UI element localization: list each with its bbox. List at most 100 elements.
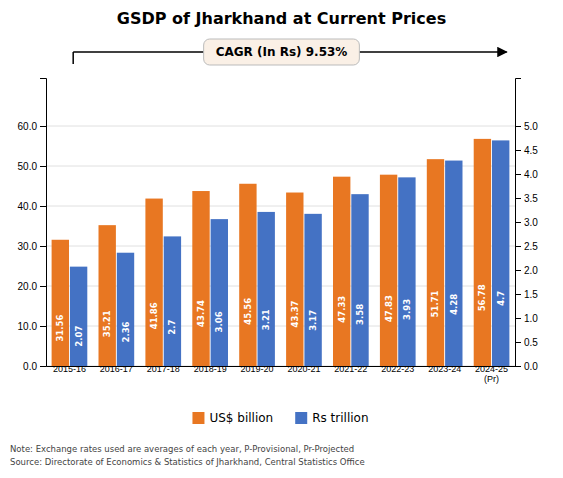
y-tick-label: 20.0 (18, 281, 38, 292)
x-tick-label-line: 2024-25 (475, 364, 508, 374)
tick: 3.5 (515, 193, 538, 204)
bar (145, 199, 162, 366)
tick-mark (515, 318, 521, 319)
legend-label: US$ billion (209, 411, 273, 425)
tick: 50.0 (18, 161, 46, 172)
bar (192, 191, 209, 366)
tick: 4.5 (515, 145, 538, 156)
bar (164, 236, 181, 366)
tick: 2021-22 (334, 364, 367, 374)
data-label: 4.7 (496, 291, 506, 306)
legend-item: Rs trillion (295, 411, 368, 425)
tick: 4.0 (515, 169, 538, 180)
y2-axis: 0.00.51.01.52.02.53.03.54.04.55.0 (515, 79, 538, 372)
note: Note: Exchange rates used are averages o… (10, 444, 354, 454)
bar (474, 139, 491, 366)
bar (304, 214, 321, 366)
bar (52, 240, 69, 366)
x-tick-label-line: 2021-22 (334, 364, 367, 374)
x-tick-label: 2015-16 (53, 364, 86, 374)
tick-mark (515, 174, 521, 175)
y2-tick-label: 0.5 (524, 337, 538, 348)
tick: 10.0 (18, 321, 46, 332)
tick: 2015-16 (53, 364, 86, 374)
tick-mark (40, 366, 46, 367)
data-label: 51.71 (430, 290, 440, 317)
x-tick-label-line: 2023-24 (428, 364, 461, 374)
bar (239, 184, 256, 366)
bar (117, 253, 134, 366)
tick: 2.0 (515, 265, 538, 276)
bars (52, 139, 510, 366)
x-tick-label: 2019-20 (241, 364, 274, 374)
x-axis: 2015-16 2016-17 2017-18 2018-19 2019-20 2020-… (47, 364, 516, 384)
y2-tick-label: 3.0 (524, 217, 538, 228)
axis-line (40, 79, 47, 367)
tick-mark (40, 326, 46, 327)
tick-mark (515, 126, 521, 127)
title: GSDP of Jharkhand at Current Prices (117, 9, 446, 28)
x-tick-label-line: 2017-18 (147, 364, 180, 374)
data-label: 3.21 (261, 309, 271, 330)
tick: 60.0 (18, 121, 46, 132)
tick-mark (515, 150, 521, 151)
tick: 5.0 (515, 121, 538, 132)
tick: 2017-18 (147, 364, 180, 374)
tick: 2024-25(Pr) (475, 364, 508, 384)
data-label: 3.17 (308, 310, 318, 331)
y2-tick-label: 2.5 (524, 241, 538, 252)
data-label: 47.83 (384, 295, 394, 322)
data-label: 31.56 (55, 315, 65, 342)
data-label: 4.28 (449, 294, 459, 315)
x-tick-label-line: 2022-23 (381, 364, 414, 374)
bar (258, 212, 275, 366)
data-label: 45.56 (243, 298, 253, 325)
bar (70, 267, 87, 366)
bar (380, 175, 397, 366)
x-tick-label: 2020-21 (287, 364, 320, 374)
legend-swatch (192, 412, 204, 424)
y-tick-label: 40.0 (18, 201, 38, 212)
bar (445, 161, 462, 366)
tick-mark (40, 166, 46, 167)
bar (211, 219, 228, 366)
y-tick-label: 50.0 (18, 161, 38, 172)
x-tick-label-line: 2015-16 (53, 364, 86, 374)
y2-tick-label: 1.0 (524, 313, 538, 324)
tick-mark (515, 246, 521, 247)
data-label: 47.33 (337, 296, 347, 323)
x-tick-label-line: 2016-17 (100, 364, 133, 374)
tick-mark (515, 198, 521, 199)
grid-line (46, 326, 515, 327)
tick-mark (515, 270, 521, 271)
data-label: 35.21 (102, 310, 112, 337)
chart: 31.5635.2141.8643.7445.5643.3747.3347.83… (0, 0, 563, 478)
bar (286, 193, 303, 366)
tick: 2019-20 (241, 364, 274, 374)
y2-tick-label: 5.0 (524, 121, 538, 132)
bar (351, 194, 368, 366)
tick-mark (515, 366, 521, 367)
data-label: 43.74 (196, 300, 206, 327)
tick-mark (40, 126, 46, 127)
bar (333, 177, 350, 366)
y-axis: 0.010.020.030.040.050.060.0 (18, 79, 47, 372)
data-label: 56.78 (477, 284, 487, 311)
tick: 2023-24 (428, 364, 461, 374)
tick-mark (515, 342, 521, 343)
tick: 2018-19 (194, 364, 227, 374)
grid-line (46, 286, 515, 287)
bar (427, 159, 444, 366)
data-labels: 31.5635.2141.8643.7445.5643.3747.3347.83… (55, 284, 505, 346)
tick-mark (40, 206, 46, 207)
y2-tick-label: 2.0 (524, 265, 538, 276)
x-tick-label-line: 2018-19 (194, 364, 227, 374)
tick-mark (40, 246, 46, 247)
tick: 1.0 (515, 313, 538, 324)
annotation: CAGR (In Rs) 9.53% (216, 45, 348, 59)
bar (492, 140, 509, 366)
data-label: 2.7 (167, 320, 177, 335)
tick: 3.0 (515, 217, 538, 228)
tick: 2022-23 (381, 364, 414, 374)
tick: 20.0 (18, 281, 46, 292)
